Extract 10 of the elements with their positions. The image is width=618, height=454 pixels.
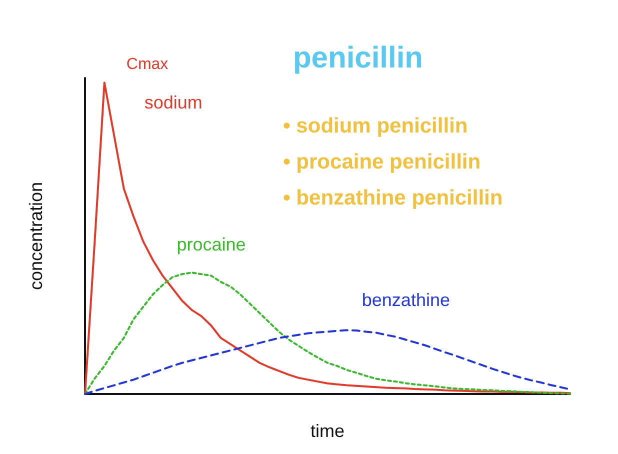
text: Cmax bbox=[126, 56, 168, 74]
series-label: benzathine bbox=[362, 290, 450, 310]
series-label: procaine bbox=[176, 234, 246, 255]
chart-title: penicillin bbox=[292, 42, 424, 74]
annotation: • procaine penicillin bbox=[283, 150, 481, 174]
x-axis-title: time bbox=[310, 421, 345, 441]
annotation: • benzathine penicillin bbox=[283, 186, 503, 210]
series-label: sodium bbox=[144, 92, 202, 113]
annotation: • sodium penicillin bbox=[283, 114, 468, 138]
y-axis-title: concentration bbox=[26, 182, 46, 290]
